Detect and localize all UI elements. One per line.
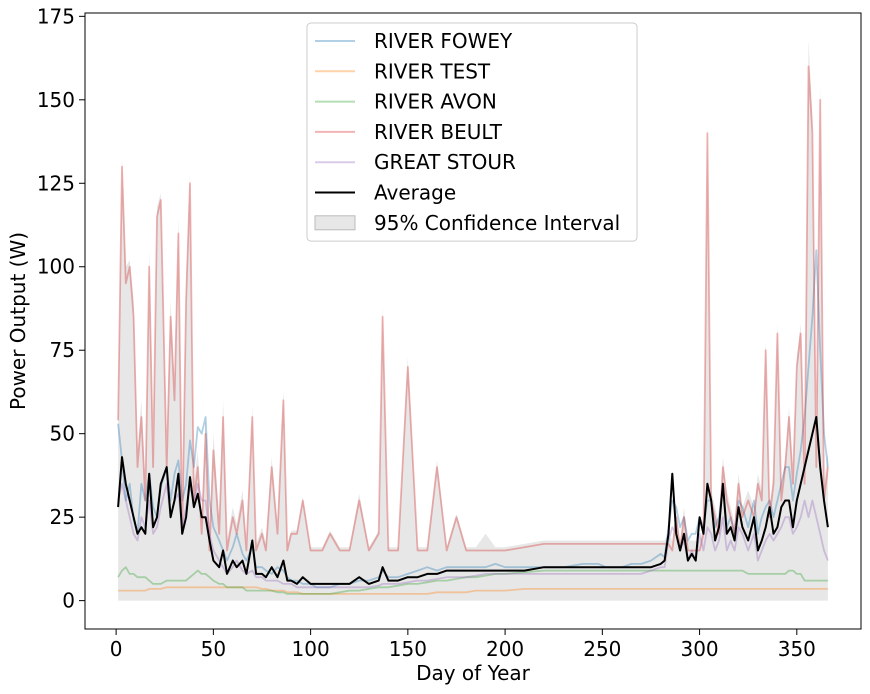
x-tick-label: 350 (778, 637, 816, 661)
x-tick-label: 200 (486, 637, 524, 661)
series-line-great-stour (117, 482, 829, 589)
x-axis: 0 50 100 150 200 250 300 350 (110, 629, 816, 661)
legend-swatch (314, 215, 356, 231)
series-line-river-fowey (117, 249, 829, 589)
y-tick-label: 75 (50, 338, 75, 362)
plot-frame (84, 12, 862, 630)
y-tick-label: 175 (37, 4, 75, 28)
series-line-river-test (118, 586, 828, 595)
y-tick-label: 150 (37, 88, 75, 112)
x-tick-label: 0 (110, 637, 123, 661)
y-tick-label: 0 (62, 589, 75, 613)
x-tick-label: 250 (583, 637, 621, 661)
series-line-river-beult (117, 65, 829, 552)
legend-label: 95% Confidence Interval (374, 211, 620, 235)
legend-label: RIVER AVON (374, 90, 497, 114)
series-line-river-avon (117, 566, 828, 595)
legend-label: RIVER TEST (374, 59, 491, 83)
series-line-average (117, 416, 829, 585)
legend-label: RIVER FOWEY (374, 29, 513, 53)
x-tick-label: 300 (680, 637, 718, 661)
x-tick-label: 150 (389, 637, 427, 661)
x-tick-label: 100 (292, 637, 330, 661)
legend-label: Average (374, 181, 456, 205)
plot-area (117, 39, 829, 601)
legend-label: GREAT STOUR (374, 150, 516, 174)
y-axis: 0 25 50 75 100 125 150 175 (37, 4, 85, 613)
y-tick-label: 100 (37, 255, 75, 279)
y-tick-label: 125 (37, 171, 75, 195)
legend: RIVER FOWEY RIVER TEST RIVER AVON RIVER BEU… (306, 22, 638, 242)
y-tick-label: 25 (50, 505, 75, 529)
legend-label: RIVER BEULT (374, 120, 503, 144)
y-tick-label: 50 (50, 422, 75, 446)
legend-box (306, 22, 638, 242)
y-axis-label: Power Output (W) (6, 232, 30, 410)
x-axis-label: Day of Year (416, 661, 531, 685)
x-tick-label: 50 (201, 637, 226, 661)
